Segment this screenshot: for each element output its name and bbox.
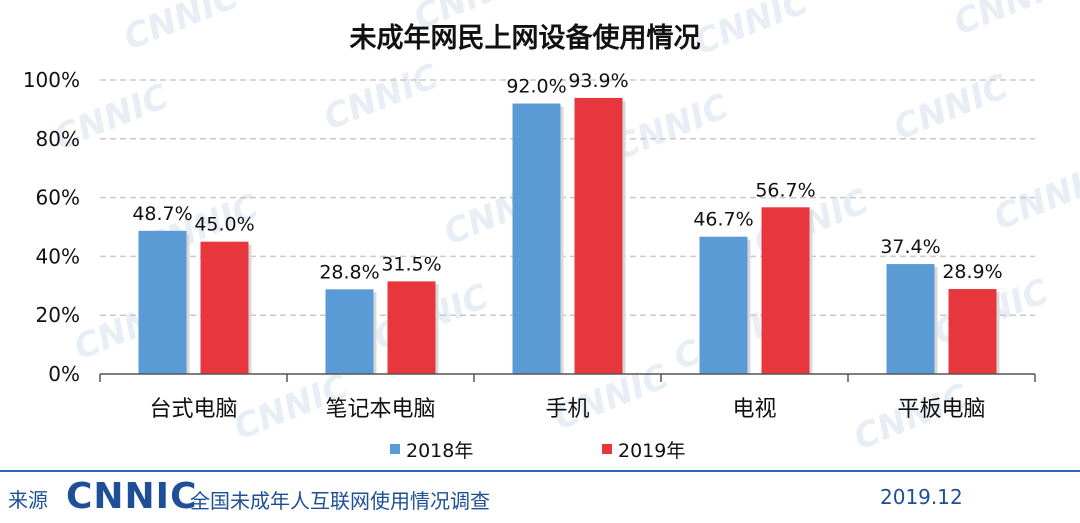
data-label: 37.4% (880, 236, 940, 258)
report-date: 2019.12 (880, 485, 963, 509)
bar (699, 236, 748, 374)
watermark-text: CNNIC (318, 56, 444, 138)
y-tick-label: 100% (23, 68, 80, 92)
bars (138, 97, 1000, 375)
bar (325, 289, 374, 374)
legend-swatch (390, 444, 400, 454)
bar (574, 97, 623, 375)
legend: 2018年 2019年 (390, 440, 685, 462)
watermark-text: CNNIC (608, 86, 734, 168)
bar (512, 103, 561, 375)
watermark-text: CNNIC (118, 0, 244, 58)
x-category-label: 手机 (545, 397, 589, 422)
chart-title: 未成年网民上网设备使用情况 (350, 22, 701, 54)
legend-label: 2018年 (406, 440, 473, 462)
y-tick-label: 40% (36, 244, 80, 268)
data-labels: 48.7% 45.0% 28.8% 31.5% 92.0% 93.9% 46.7%56.7%… (132, 70, 1002, 283)
y-tick-label: 20% (36, 303, 80, 327)
cnnic-logo: CNNIC (66, 476, 198, 517)
axes: 台式电脑 笔记本电脑 手机 电视 平板电脑 (99, 373, 1036, 422)
x-category-label: 电视 (732, 397, 776, 422)
data-label: 28.8% (319, 261, 379, 283)
source-label: 来源 (8, 488, 48, 512)
watermark-text: CNNIC (888, 66, 1014, 148)
bar (387, 281, 436, 374)
x-category-label: 台式电脑 (149, 397, 237, 422)
watermark-text: CNNIC (688, 0, 814, 63)
data-label: 46.7% (693, 209, 753, 231)
bar (761, 207, 810, 374)
legend-label: 2019年 (618, 440, 685, 462)
data-label: 31.5% (381, 253, 441, 275)
bar (948, 289, 997, 374)
gridlines: 0% 20% 40% 60% 80% 100% (23, 68, 1035, 386)
x-category-label: 笔记本电脑 (325, 397, 435, 422)
footer: 来源 CNNIC 全国未成年人互联网使用情况调查 2019.12 (0, 470, 1080, 523)
data-label: 93.9% (568, 70, 628, 92)
bar (200, 241, 249, 374)
legend-swatch (602, 444, 612, 454)
y-tick-label: 60% (36, 186, 80, 210)
bar (886, 264, 935, 374)
y-tick-label: 0% (48, 362, 80, 386)
x-category-label: 平板电脑 (897, 397, 985, 422)
report-title: 全国未成年人互联网使用情况调查 (190, 489, 490, 513)
watermark-text: CNNIC (948, 0, 1074, 43)
data-label: 45.0% (194, 214, 254, 236)
bar (138, 230, 187, 374)
data-label: 92.0% (506, 76, 566, 98)
y-tick-label: 80% (36, 127, 80, 151)
data-label: 56.7% (755, 179, 815, 201)
data-label: 48.7% (132, 203, 192, 225)
data-label: 28.9% (942, 261, 1002, 283)
